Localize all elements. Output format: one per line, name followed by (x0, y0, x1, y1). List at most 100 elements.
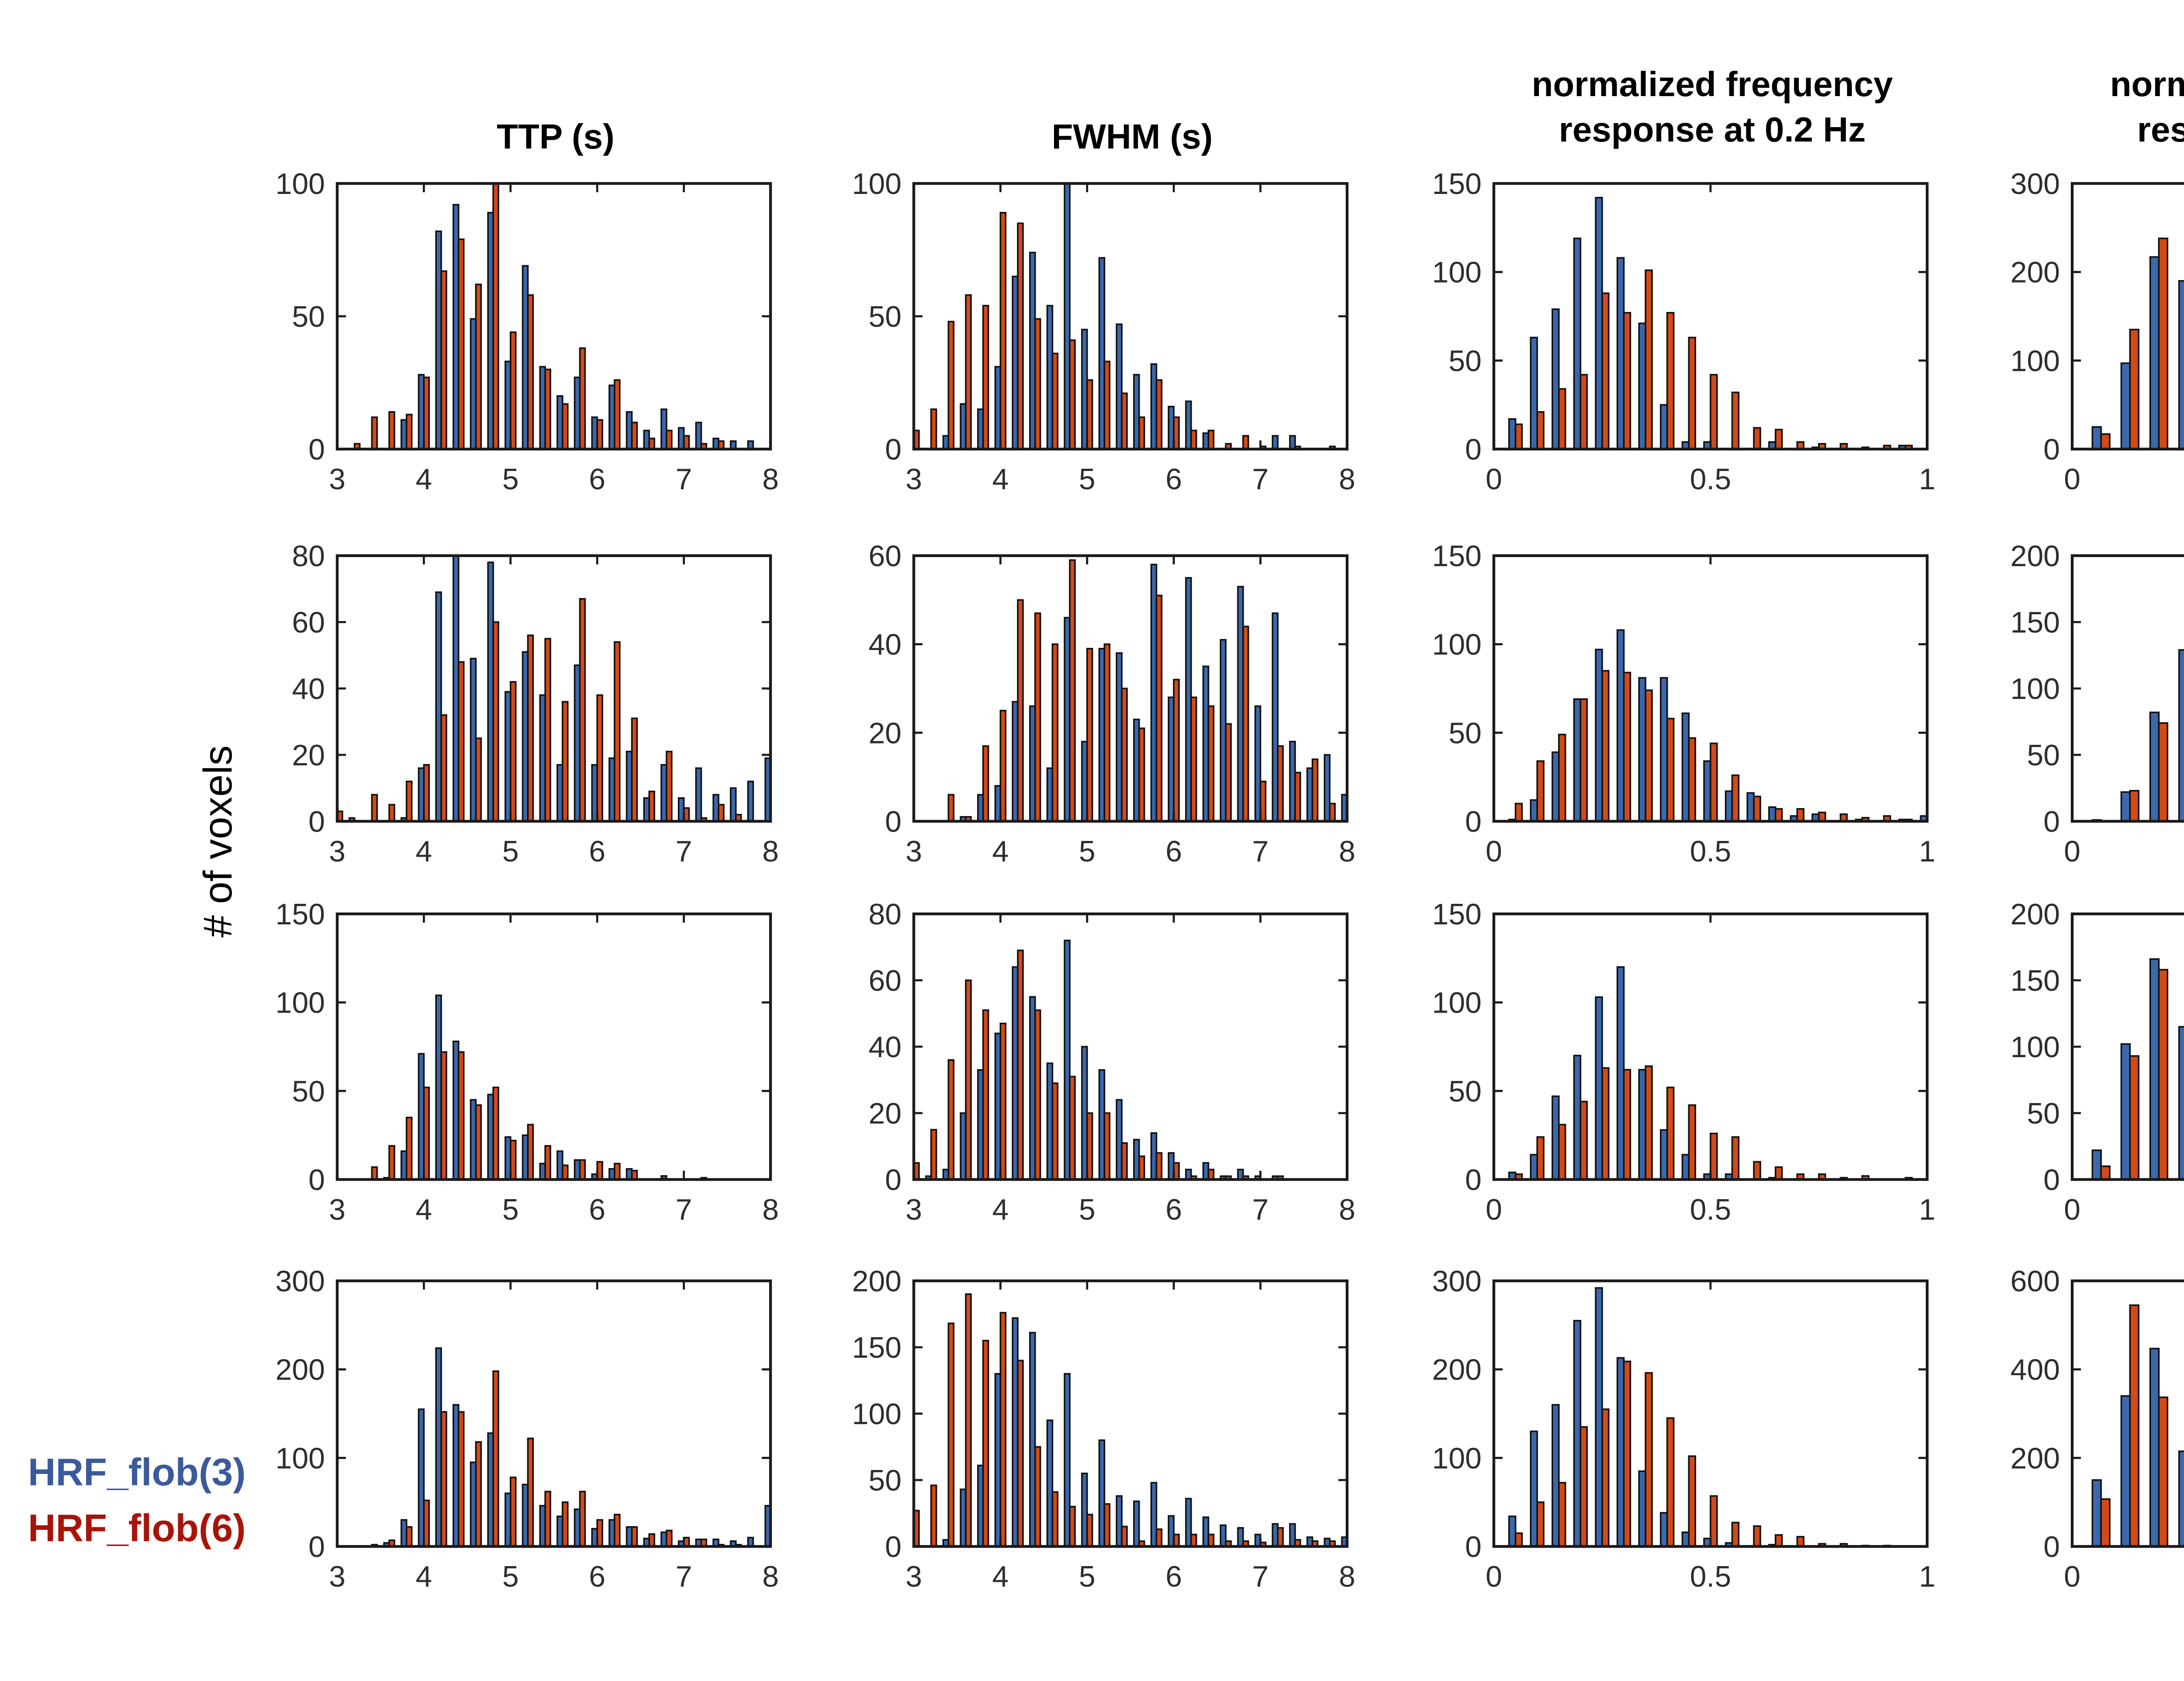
svg-text:20: 20 (292, 739, 325, 772)
svg-text:0: 0 (2064, 463, 2080, 496)
svg-text:6: 6 (1165, 1560, 1182, 1593)
svg-text:6: 6 (589, 463, 605, 496)
svg-text:100: 100 (1432, 628, 1482, 661)
svg-text:50: 50 (292, 300, 325, 333)
svg-text:6: 6 (589, 835, 605, 868)
svg-text:50: 50 (2027, 739, 2060, 772)
svg-text:7: 7 (676, 1560, 692, 1593)
svg-text:7: 7 (676, 835, 692, 868)
histogram-sub03-ttp: 3 4 5 6 7 8 0 50 100 150 (246, 898, 788, 1242)
svg-text:100: 100 (852, 169, 902, 201)
svg-text:0: 0 (1486, 1193, 1502, 1226)
svg-text:0: 0 (308, 1530, 325, 1563)
svg-text:50: 50 (2027, 1097, 2060, 1130)
svg-text:1: 1 (1919, 1193, 1935, 1226)
svg-text:3: 3 (905, 463, 922, 496)
histogram-sub04-freq04: 00.050.10.150200400600 (1981, 1265, 2184, 1609)
svg-text:100: 100 (1432, 1442, 1482, 1475)
histogram-sub01-freq04: 00.050.10.150100200300 (1981, 167, 2184, 512)
y-axis-label: # of voxels (195, 745, 240, 937)
histogram-sub03-freq04: 00.050.10.15050100150200 (1981, 898, 2184, 1242)
svg-text:300: 300 (2011, 169, 2060, 201)
svg-text:4: 4 (415, 1560, 432, 1593)
svg-text:100: 100 (1432, 986, 1482, 1020)
svg-text:3: 3 (905, 1193, 922, 1226)
svg-text:60: 60 (868, 964, 902, 997)
svg-text:200: 200 (1432, 1353, 1482, 1387)
svg-text:200: 200 (2011, 1442, 2060, 1475)
svg-text:150: 150 (276, 900, 325, 931)
svg-text:60: 60 (292, 606, 325, 639)
svg-text:5: 5 (502, 463, 519, 496)
histogram-sub02-freq04: 00.050.10.15050100150200 (1981, 540, 2184, 884)
column-title-freq04: normalized frequency response at 0.4 Hz (2110, 66, 2184, 150)
svg-text:0: 0 (2064, 835, 2080, 868)
svg-text:7: 7 (676, 1193, 692, 1226)
svg-text:5: 5 (1079, 1193, 1095, 1226)
svg-text:7: 7 (1252, 463, 1269, 496)
svg-text:100: 100 (276, 1442, 325, 1475)
svg-text:0: 0 (1465, 433, 1482, 466)
histogram-sub04-freq02: 0 0.5 1 0 100 200 300 (1403, 1265, 1945, 1609)
svg-text:0: 0 (1465, 1163, 1482, 1197)
svg-text:200: 200 (2011, 256, 2060, 289)
svg-text:50: 50 (868, 1464, 902, 1497)
svg-text:0: 0 (308, 805, 325, 838)
svg-text:5: 5 (502, 1193, 519, 1226)
svg-text:5: 5 (502, 1560, 519, 1593)
svg-text:150: 150 (852, 1331, 902, 1364)
svg-text:3: 3 (905, 835, 922, 868)
svg-text:50: 50 (868, 300, 902, 333)
svg-text:7: 7 (1252, 1193, 1269, 1226)
svg-text:200: 200 (276, 1353, 325, 1387)
svg-text:80: 80 (292, 542, 325, 573)
svg-text:150: 150 (2011, 964, 2060, 997)
svg-text:7: 7 (676, 463, 692, 496)
svg-text:6: 6 (1165, 835, 1182, 868)
svg-text:0: 0 (2043, 1530, 2060, 1563)
svg-text:7: 7 (1252, 1560, 1269, 1593)
svg-text:40: 40 (292, 672, 325, 706)
svg-text:4: 4 (415, 1193, 432, 1226)
svg-text:0: 0 (885, 433, 902, 466)
svg-text:6: 6 (1165, 463, 1182, 496)
svg-text:0.5: 0.5 (1690, 1193, 1731, 1226)
svg-text:1: 1 (1919, 463, 1935, 496)
svg-text:100: 100 (852, 1397, 902, 1431)
svg-text:100: 100 (2011, 344, 2060, 377)
svg-text:20: 20 (868, 1097, 902, 1130)
histogram-sub01-ttp: 3 4 5 6 7 8 0 50 100 (246, 167, 788, 512)
svg-text:0.5: 0.5 (1690, 463, 1731, 496)
svg-text:60: 60 (868, 542, 902, 573)
svg-text:8: 8 (1339, 463, 1355, 496)
svg-text:0: 0 (308, 433, 325, 466)
svg-text:0: 0 (1486, 463, 1502, 496)
histogram-sub04-ttp: 3 4 5 6 7 8 0 100 200 300 (246, 1265, 788, 1609)
histogram-sub01-fwhm: 3 4 5 6 7 8 0 50 100 (823, 167, 1365, 512)
svg-text:50: 50 (292, 1075, 325, 1108)
svg-text:8: 8 (762, 835, 779, 868)
histogram-sub02-freq02: 0 0.5 1 0 50 100 150 (1403, 540, 1945, 884)
svg-text:8: 8 (1339, 835, 1355, 868)
svg-text:8: 8 (762, 463, 779, 496)
svg-text:6: 6 (589, 1193, 605, 1226)
svg-text:5: 5 (1079, 835, 1095, 868)
svg-text:8: 8 (1339, 1193, 1355, 1226)
histogram-sub03-freq02: 0 0.5 1 0 50 100 150 (1403, 898, 1945, 1242)
column-title-ttp: TTP (s) (497, 119, 615, 157)
svg-text:40: 40 (868, 628, 902, 661)
svg-text:40: 40 (868, 1031, 902, 1064)
svg-text:0.5: 0.5 (1690, 1560, 1731, 1593)
svg-text:4: 4 (992, 835, 1009, 868)
legend-entry-hrf-flob6: HRF_flob(6) (28, 1506, 246, 1550)
histogram-sub02-ttp: 3 4 5 6 7 8 0 20 40 60 80 (246, 540, 788, 884)
svg-text:80: 80 (868, 900, 902, 931)
svg-text:200: 200 (2011, 542, 2060, 573)
svg-text:100: 100 (276, 986, 325, 1020)
svg-text:200: 200 (852, 1267, 902, 1298)
svg-text:8: 8 (762, 1193, 779, 1226)
svg-text:8: 8 (1339, 1560, 1355, 1593)
svg-text:50: 50 (1448, 1075, 1482, 1108)
column-title-freq02: normalized frequency response at 0.2 Hz (1531, 66, 1893, 150)
